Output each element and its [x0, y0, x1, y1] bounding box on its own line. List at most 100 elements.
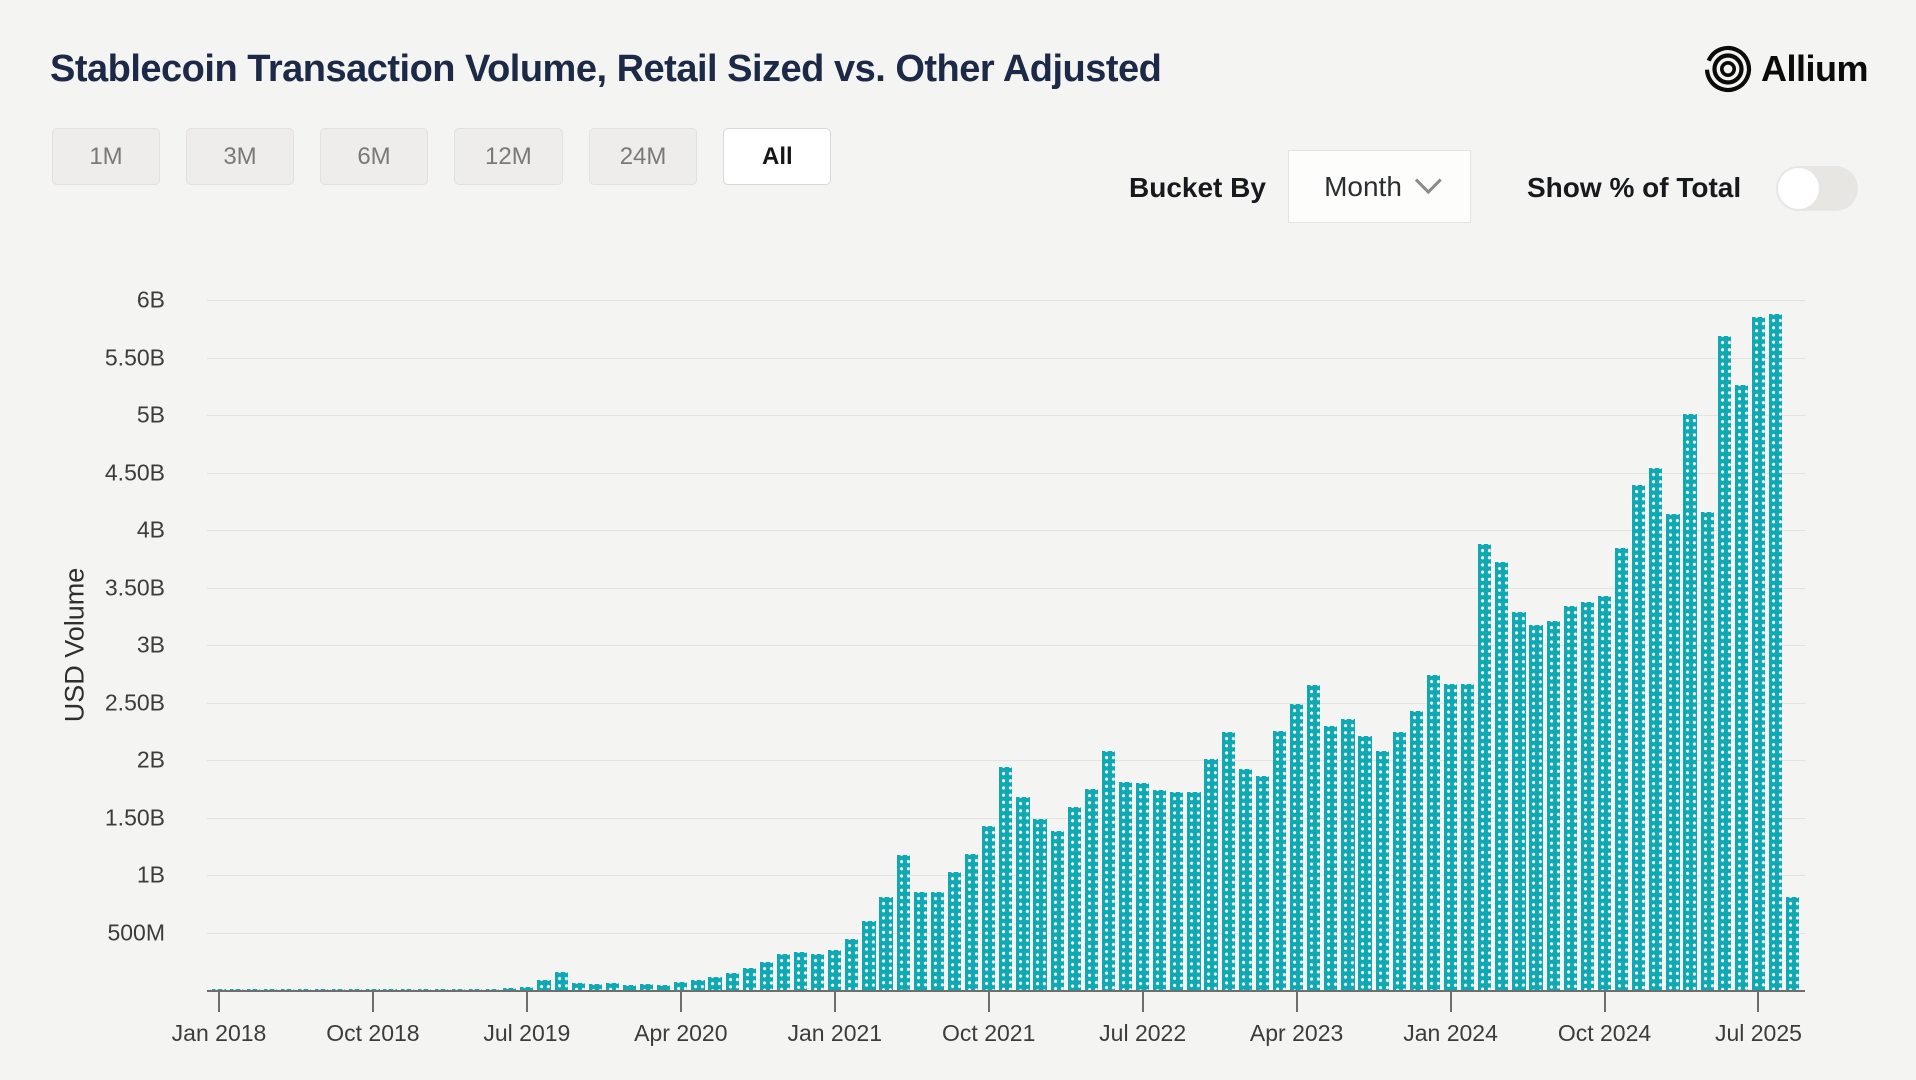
bar-feb-2025	[1666, 513, 1680, 990]
bar-apr-2024	[1495, 562, 1509, 990]
bar-jul-2019	[520, 986, 534, 990]
y-tick-label: 4B	[136, 516, 165, 543]
bar-sep-2023	[1375, 750, 1389, 990]
bar-oct-2018	[366, 989, 380, 990]
bar-oct-2024	[1597, 595, 1612, 990]
bar-mar-2021	[862, 921, 876, 990]
x-tick-label: Jul 2025	[1714, 1020, 1802, 1046]
bar-sep-2022	[1170, 792, 1184, 990]
x-tick-label: Jan 2021	[787, 1020, 883, 1046]
bar-mar-2022	[1067, 807, 1081, 990]
bar-sep-2018	[349, 989, 363, 990]
bar-may-2024	[1512, 611, 1526, 990]
bar-dec-2022	[1221, 732, 1235, 990]
range-button-6m[interactable]: 6M	[320, 128, 428, 185]
bar-jan-2025	[1649, 467, 1663, 990]
bar-sep-2024	[1580, 602, 1594, 990]
gridline	[207, 415, 1805, 416]
x-tick	[1141, 990, 1144, 1012]
bar-may-2022	[1101, 750, 1116, 990]
bar-jan-2022	[1033, 818, 1047, 990]
bar-jun-2022	[1118, 781, 1133, 990]
bar-jul-2022	[1136, 783, 1150, 990]
x-tick	[1757, 990, 1760, 1012]
gridline	[207, 472, 1805, 474]
x-tick	[525, 990, 528, 1012]
bar-dec-2018	[400, 989, 414, 990]
x-axis-line	[207, 990, 1805, 992]
bar-aug-2024	[1563, 605, 1577, 990]
gridline	[207, 760, 1805, 761]
bar-jul-2018	[315, 989, 329, 990]
toggle-knob	[1778, 168, 1819, 209]
bar-apr-2019	[468, 988, 483, 990]
bar-may-2018	[280, 989, 294, 990]
bar-jun-2019	[503, 987, 517, 990]
bar-oct-2020	[776, 954, 791, 990]
show-percent-toggle-label: Show % of Total	[1527, 172, 1742, 203]
bar-dec-2021	[1016, 796, 1030, 990]
bar-apr-2025	[1700, 511, 1714, 990]
x-tick	[1449, 990, 1452, 1012]
page-title: Stablecoin Transaction Volume, Retail Si…	[50, 48, 1162, 90]
y-tick-label: 5B	[136, 401, 165, 428]
range-button-12m[interactable]: 12M	[454, 128, 563, 185]
bar-apr-2018	[263, 989, 277, 990]
bucket-by-select[interactable]: Month	[1288, 150, 1471, 223]
bar-oct-2019	[571, 983, 585, 990]
bar-dec-2020	[811, 954, 825, 990]
bar-jun-2020	[708, 977, 722, 990]
bar-jun-2018	[297, 989, 312, 990]
gridline	[207, 702, 1805, 704]
bar-dec-2023	[1426, 674, 1441, 990]
x-tick-label: Oct 2024	[1557, 1020, 1652, 1046]
bar-feb-2024	[1461, 684, 1475, 990]
bar-feb-2022	[1050, 831, 1064, 990]
x-tick-label: Oct 2018	[326, 1020, 420, 1046]
range-button-all[interactable]: All	[723, 128, 832, 185]
x-tick	[1603, 990, 1606, 1012]
bar-jan-2024	[1443, 684, 1458, 990]
bar-jun-2024	[1529, 625, 1543, 990]
bar-jan-2019	[417, 989, 431, 990]
bar-nov-2018	[383, 989, 397, 990]
bar-feb-2023	[1255, 776, 1269, 990]
x-tick-label: Jul 2022	[1099, 1020, 1187, 1046]
bar-aug-2018	[332, 989, 346, 990]
bar-mar-2024	[1478, 543, 1492, 990]
range-button-24m[interactable]: 24M	[588, 128, 698, 185]
range-button-3m[interactable]: 3M	[186, 128, 294, 185]
show-percent-toggle[interactable]	[1776, 166, 1858, 211]
bar-mar-2023	[1272, 731, 1287, 990]
gridline	[207, 300, 1805, 301]
gridline	[207, 530, 1805, 531]
x-tick-label: Oct 2021	[942, 1020, 1036, 1046]
y-tick-label: 1.50B	[104, 804, 165, 830]
x-tick	[833, 990, 836, 1012]
bar-jun-2023	[1324, 725, 1338, 990]
bucket-by-label: Bucket By	[1129, 172, 1266, 203]
x-tick	[218, 990, 220, 1012]
bar-aug-2021	[947, 871, 962, 990]
bar-mar-2025	[1683, 413, 1697, 990]
bar-apr-2020	[674, 981, 688, 990]
bar-nov-2023	[1409, 710, 1423, 990]
x-tick	[371, 990, 374, 1012]
bar-apr-2021	[879, 896, 893, 990]
bar-aug-2025	[1768, 313, 1783, 990]
y-tick-label: 4.50B	[104, 459, 165, 485]
bar-nov-2024	[1615, 548, 1629, 990]
bar-apr-2022	[1084, 788, 1098, 990]
bar-jul-2021	[930, 892, 944, 990]
bar-nov-2022	[1204, 758, 1218, 990]
bar-nov-2021	[999, 766, 1013, 990]
allium-logo-icon	[1703, 44, 1753, 94]
bar-jul-2023	[1341, 718, 1355, 990]
range-button-1m[interactable]: 1M	[52, 128, 160, 185]
bar-may-2019	[486, 988, 500, 990]
x-tick-label: Jan 2024	[1403, 1020, 1498, 1046]
bar-jul-2025	[1751, 317, 1766, 990]
bar-aug-2022	[1153, 789, 1167, 990]
bar-sep-2020	[759, 962, 773, 990]
x-tick	[987, 990, 990, 1012]
